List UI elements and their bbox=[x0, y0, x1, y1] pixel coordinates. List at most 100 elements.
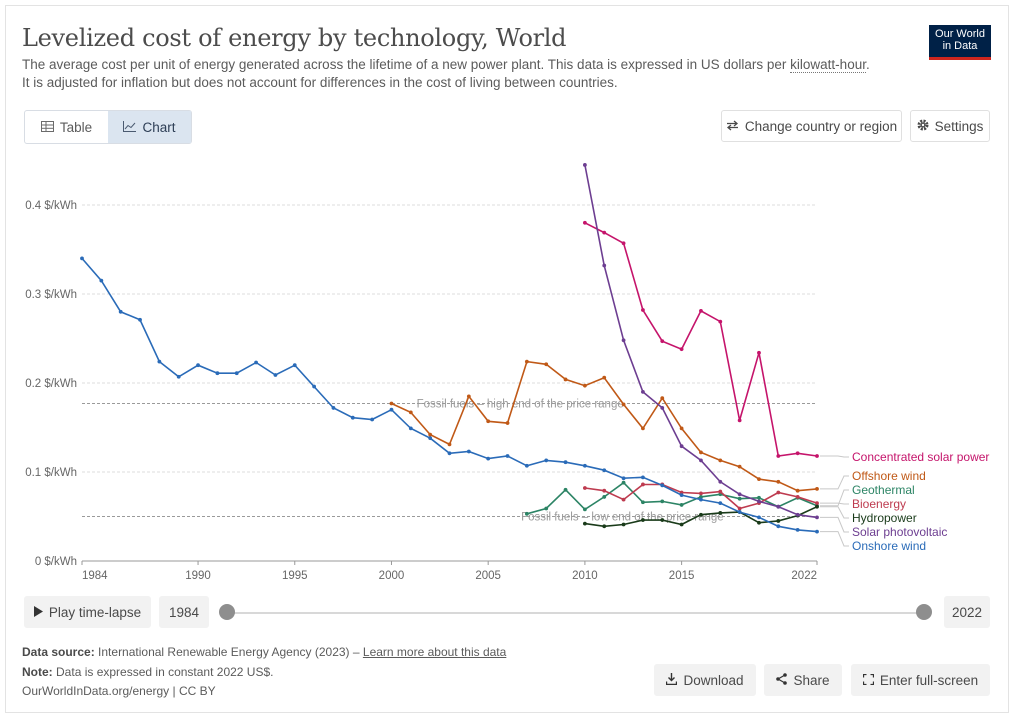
timeline-start-year: 1984 bbox=[159, 596, 209, 628]
data-point bbox=[757, 477, 761, 482]
data-point bbox=[699, 512, 703, 517]
timeline-start-handle[interactable] bbox=[219, 604, 235, 620]
kilowatt-hour-link[interactable]: kilowatt-hour bbox=[790, 57, 866, 73]
legend-connector bbox=[820, 455, 849, 458]
timeline-track[interactable] bbox=[226, 612, 924, 614]
data-point bbox=[176, 374, 181, 379]
data-point bbox=[679, 347, 684, 352]
data-point bbox=[795, 527, 800, 532]
data-point bbox=[776, 479, 781, 484]
y-tick-label: 0.4 $/kWh bbox=[25, 200, 77, 212]
legend-connector bbox=[820, 531, 849, 547]
data-point bbox=[602, 524, 607, 529]
data-point bbox=[718, 511, 723, 515]
data-point bbox=[660, 499, 665, 504]
data-point bbox=[660, 483, 665, 488]
share-icon bbox=[776, 672, 788, 688]
settings-label: Settings bbox=[934, 118, 984, 134]
note-label: Note: bbox=[22, 665, 53, 679]
x-tick-label: 1984 bbox=[82, 570, 108, 582]
change-region-button[interactable]: Change country or region bbox=[721, 110, 902, 142]
x-tick-label: 1995 bbox=[282, 570, 308, 582]
data-point bbox=[679, 522, 684, 527]
share-button[interactable]: Share bbox=[764, 664, 842, 696]
y-tick-label: 0 $/kWh bbox=[35, 556, 77, 568]
data-point bbox=[795, 451, 800, 456]
data-point bbox=[370, 417, 375, 422]
data-point bbox=[196, 363, 200, 368]
legend-label: Bioenergy bbox=[852, 497, 906, 511]
legend-connector bbox=[820, 489, 849, 507]
data-point bbox=[273, 373, 278, 377]
data-point bbox=[815, 504, 819, 509]
data-point bbox=[466, 449, 471, 454]
x-tick-label: 1990 bbox=[185, 570, 211, 582]
data-point bbox=[718, 319, 723, 324]
legend-label: Solar photovoltaic bbox=[852, 525, 947, 539]
data-point bbox=[679, 444, 684, 449]
data-point bbox=[544, 506, 549, 511]
data-point bbox=[641, 500, 645, 505]
data-point bbox=[679, 426, 684, 431]
legend-label: Concentrated solar power bbox=[852, 450, 989, 464]
settings-button[interactable]: Settings bbox=[910, 110, 990, 142]
data-point bbox=[718, 458, 723, 463]
fullscreen-label: Enter full-screen bbox=[879, 672, 979, 688]
credit-line[interactable]: OurWorldInData.org/energy | CC BY bbox=[22, 684, 216, 698]
data-point bbox=[544, 362, 549, 367]
data-source-label: Data source: bbox=[22, 645, 95, 659]
tab-table[interactable]: Table bbox=[25, 111, 108, 143]
legend-label: Offshore wind bbox=[852, 469, 926, 483]
data-point bbox=[524, 463, 529, 468]
data-point bbox=[138, 317, 142, 322]
data-point bbox=[660, 339, 665, 344]
data-point bbox=[582, 507, 587, 512]
owid-logo[interactable]: Our World in Data bbox=[929, 25, 991, 60]
data-point bbox=[660, 396, 665, 401]
data-point bbox=[699, 458, 703, 463]
data-point bbox=[795, 495, 800, 499]
data-point bbox=[602, 375, 607, 380]
series-line bbox=[81, 257, 818, 533]
swap-arrows-icon bbox=[726, 119, 739, 134]
data-point bbox=[776, 519, 781, 523]
timeline-end-handle[interactable] bbox=[916, 604, 932, 620]
data-point bbox=[621, 497, 626, 502]
data-point bbox=[563, 377, 568, 382]
data-point bbox=[486, 419, 491, 424]
download-button[interactable]: Download bbox=[654, 664, 756, 696]
series-line bbox=[526, 481, 818, 515]
data-point bbox=[505, 454, 510, 458]
legend-label: Onshore wind bbox=[852, 539, 926, 553]
data-point bbox=[234, 371, 239, 376]
data-point bbox=[737, 418, 742, 423]
data-point bbox=[505, 421, 510, 425]
fullscreen-button[interactable]: Enter full-screen bbox=[851, 664, 990, 696]
data-point bbox=[776, 454, 781, 458]
data-point bbox=[215, 371, 220, 376]
reference-line-label: Fossil fuels – high end of the price ran… bbox=[417, 398, 624, 410]
x-tick-label: 2010 bbox=[572, 570, 598, 582]
data-point bbox=[563, 460, 568, 465]
tab-chart-label: Chart bbox=[142, 119, 176, 135]
timeline-end-year: 2022 bbox=[944, 596, 990, 628]
learn-more-link[interactable]: Learn more about this data bbox=[362, 645, 507, 659]
data-point bbox=[757, 495, 761, 500]
data-point bbox=[679, 493, 684, 498]
data-point bbox=[466, 394, 471, 399]
data-point bbox=[757, 350, 761, 355]
data-source-line: Data source: International Renewable Ene… bbox=[22, 645, 506, 659]
play-timelapse-button[interactable]: Play time-lapse bbox=[24, 596, 151, 628]
data-point bbox=[331, 406, 336, 410]
tab-chart[interactable]: Chart bbox=[108, 111, 191, 143]
series-line bbox=[584, 222, 818, 457]
subtitle-text-2: It is adjusted for inflation but does no… bbox=[22, 75, 618, 90]
legend-connector bbox=[820, 502, 849, 505]
data-point bbox=[582, 163, 587, 167]
tab-table-label: Table bbox=[59, 119, 93, 135]
change-region-label: Change country or region bbox=[744, 118, 898, 134]
data-point bbox=[582, 521, 587, 526]
data-point bbox=[312, 384, 317, 389]
data-point bbox=[486, 456, 491, 461]
data-point bbox=[602, 495, 607, 499]
